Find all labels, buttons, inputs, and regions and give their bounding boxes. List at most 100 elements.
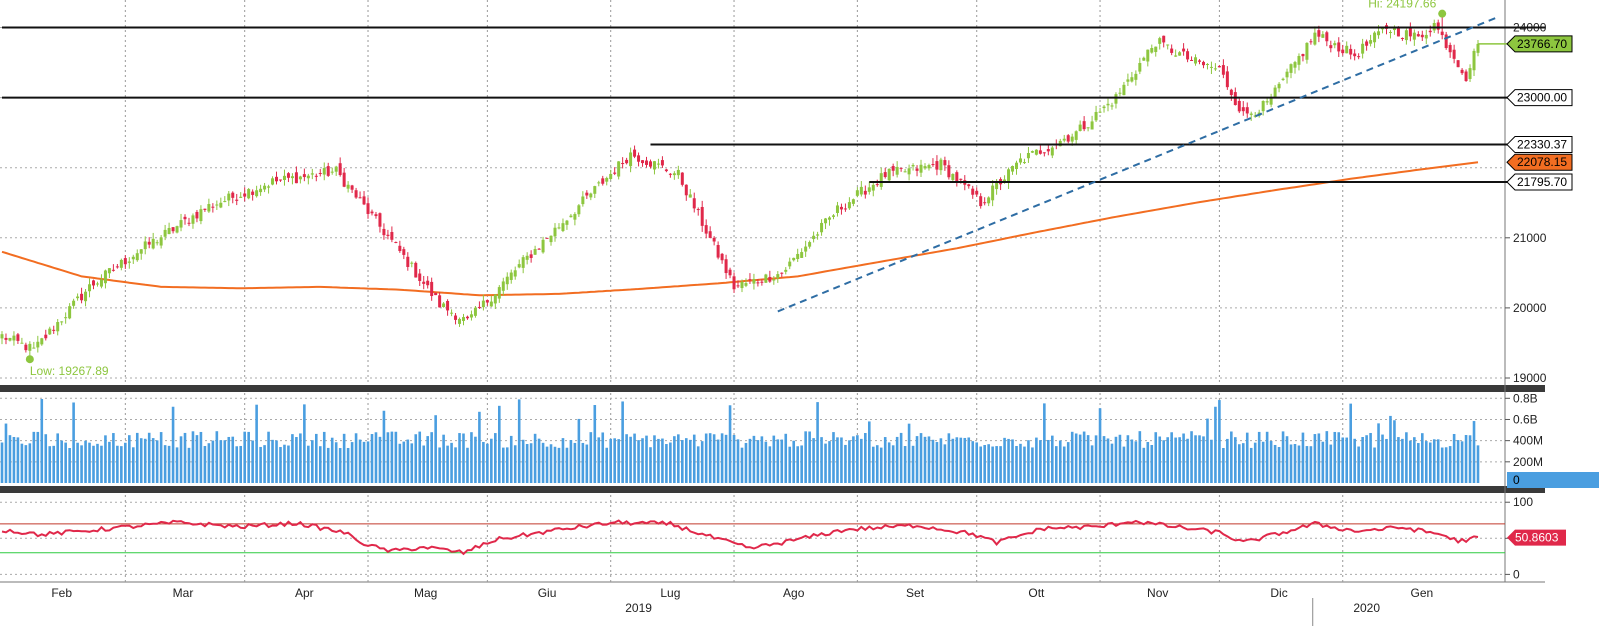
candle-body (991, 185, 995, 201)
rsi-tick-label: 100 (1513, 495, 1533, 509)
volume-bar (1054, 446, 1058, 483)
volume-bar (1126, 435, 1130, 483)
volume-bar (1150, 445, 1154, 483)
candle-body (171, 227, 175, 232)
volume-bar (1102, 436, 1106, 483)
volume-bar (1301, 432, 1305, 483)
candle-body (1186, 51, 1190, 60)
candle-body (593, 186, 597, 194)
month-label: Gen (1411, 586, 1434, 600)
low-label: Low: 19267.89 (30, 364, 109, 378)
volume-bar (494, 433, 497, 483)
volume-bar (700, 441, 704, 483)
volume-bar (589, 432, 593, 483)
candle-body (1369, 40, 1373, 44)
candle-body (263, 185, 267, 190)
candle-body (1440, 31, 1444, 36)
candle-body (1452, 49, 1456, 59)
volume-bar (1353, 438, 1356, 483)
volume-bar (330, 437, 334, 483)
candle-body (648, 161, 652, 167)
candle-body (358, 197, 362, 199)
volume-bar (1210, 439, 1213, 483)
volume-bar (871, 446, 875, 483)
volume-bar (16, 437, 20, 483)
volume-bar (780, 439, 784, 483)
candle-body (828, 217, 832, 220)
candle-body (84, 291, 88, 302)
candle-body (732, 276, 736, 290)
volume-bar (76, 442, 79, 483)
candle-body (971, 188, 975, 195)
candle-body (99, 279, 103, 287)
candle-body (426, 280, 430, 286)
volume-bar (1337, 432, 1341, 483)
candle-body (788, 261, 792, 267)
volume-bar (215, 431, 219, 483)
candle-body (1066, 135, 1070, 142)
volume-bar (553, 446, 557, 483)
volume-bar (995, 446, 998, 483)
volume-bar (1285, 436, 1289, 483)
candle-body (835, 205, 839, 213)
volume-bar (549, 444, 553, 483)
candle-body (645, 160, 649, 165)
candle-body (1245, 107, 1249, 114)
volume-bar (279, 447, 282, 483)
volume-bar (402, 441, 406, 483)
volume-bar (1349, 403, 1352, 483)
volume-bar (816, 402, 819, 483)
volume-bar (1417, 443, 1420, 483)
candle-body (800, 252, 804, 258)
candle-body (56, 322, 60, 332)
panel-divider-price-volume (0, 385, 1545, 392)
volume-bar (1436, 439, 1440, 483)
candle-body (32, 347, 36, 349)
candle-body (784, 269, 788, 272)
volume-bar (1138, 431, 1142, 483)
candle-body (541, 239, 545, 253)
volume-bar (1428, 442, 1432, 483)
volume-bar (1293, 444, 1297, 483)
volume-bar (1007, 438, 1010, 483)
candle-body (505, 276, 509, 285)
volume-bar (852, 436, 855, 483)
volume-tick-label: 0.6B (1513, 412, 1538, 426)
volume-bar (1448, 446, 1452, 483)
candle-body (259, 188, 263, 193)
high-marker (1438, 9, 1447, 18)
level-label-box (1506, 136, 1573, 154)
candle-body (1217, 66, 1221, 68)
volume-bar (883, 437, 887, 483)
candle-body (995, 182, 999, 190)
candle-body (235, 199, 239, 201)
volume-bar (1230, 431, 1233, 483)
volume-bar (1389, 415, 1392, 483)
volume-bar (525, 444, 529, 483)
candle-body (473, 307, 477, 316)
candle-body (410, 262, 414, 264)
candle-body (1261, 100, 1265, 112)
candle-body (1273, 87, 1277, 98)
candle-body (465, 316, 469, 319)
candle-body (450, 312, 454, 314)
volume-bar (1413, 437, 1416, 483)
candle-body (1436, 22, 1440, 30)
volume-bar (812, 438, 815, 483)
volume-bar (641, 438, 644, 483)
candle-body (1241, 107, 1245, 112)
volume-bar (434, 415, 437, 483)
candle-body (1317, 30, 1321, 37)
volume-bar (318, 446, 322, 483)
candle-body (1162, 35, 1166, 43)
volume-bar (422, 445, 426, 483)
candle-body (382, 228, 386, 236)
volume-bar (68, 448, 71, 483)
volume-bar (1114, 436, 1118, 483)
candle-body (247, 189, 251, 199)
candle-body (414, 262, 418, 278)
volume-bar (637, 440, 640, 483)
candle-body (485, 300, 489, 303)
candle-body (1448, 44, 1452, 53)
